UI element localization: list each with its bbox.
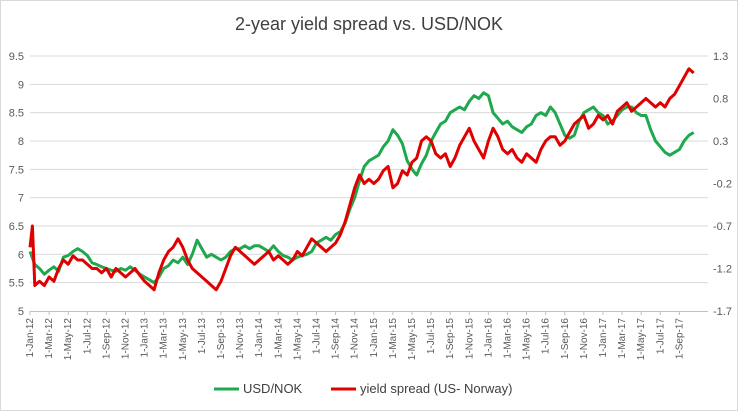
x-tick-label: 1-Mar-15 bbox=[388, 318, 399, 359]
x-tick-label: 1-May-16 bbox=[522, 318, 533, 361]
x-tick-label: 1-Sep-13 bbox=[216, 318, 227, 360]
x-tick-label: 1-Sep-12 bbox=[101, 318, 112, 360]
left-tick-label: 5.5 bbox=[9, 278, 24, 290]
x-tick-label: 1-Jan-17 bbox=[598, 318, 609, 358]
left-tick-label: 7.5 bbox=[9, 164, 24, 176]
right-tick-label: -1.7 bbox=[713, 306, 732, 318]
right-tick-label: 0.8 bbox=[713, 94, 728, 106]
x-tick-label: 1-Jan-16 bbox=[483, 318, 494, 358]
x-tick-label: 1-Jan-13 bbox=[140, 318, 151, 358]
series-line-yield-spread bbox=[28, 67, 695, 292]
x-tick-label: 1-Jul-15 bbox=[426, 318, 437, 355]
left-tick-label: 6 bbox=[18, 249, 24, 261]
x-tick-label: 1-May-15 bbox=[407, 318, 418, 361]
series-lines bbox=[28, 67, 695, 292]
x-tick-label: 1-Mar-13 bbox=[159, 318, 170, 359]
right-tick-label: 0.3 bbox=[713, 136, 728, 148]
x-axis-ticks: 1-Jan-12 1-Mar-12 1-May-12 1-Jul-12 1-Sep-12… bbox=[25, 311, 685, 360]
x-tick-label: 1-Nov-13 bbox=[235, 318, 246, 360]
left-axis-ticks: 5 5.5 6 6.5 7 7.5 8 8.5 9 9.5 bbox=[9, 51, 24, 318]
legend: USD/NOK yield spread (US- Norway) bbox=[214, 381, 512, 396]
left-tick-label: 8 bbox=[18, 136, 24, 148]
x-tick-label: 1-Jul-12 bbox=[82, 318, 93, 355]
left-tick-label: 7 bbox=[18, 193, 24, 205]
left-tick-label: 5 bbox=[18, 306, 24, 318]
x-tick-label: 1-Mar-14 bbox=[273, 318, 284, 359]
x-tick-label: 1-Sep-17 bbox=[674, 318, 685, 360]
left-tick-label: 8.5 bbox=[9, 108, 24, 120]
left-tick-label: 6.5 bbox=[9, 221, 24, 233]
x-tick-label: 1-Nov-12 bbox=[120, 318, 131, 360]
right-axis-ticks: -1.7 -1.2 -0.7 -0.2 0.3 0.8 1.3 bbox=[713, 51, 732, 318]
x-tick-label: 1-Nov-16 bbox=[579, 318, 590, 360]
x-tick-label: 1-Mar-12 bbox=[44, 318, 55, 359]
gridlines bbox=[30, 55, 708, 284]
x-tick-label: 1-Jan-15 bbox=[369, 318, 380, 358]
x-tick-label: 1-Jul-17 bbox=[655, 318, 666, 355]
x-tick-label: 1-Nov-15 bbox=[464, 318, 475, 360]
left-tick-label: 9 bbox=[18, 79, 24, 91]
x-tick-label: 1-May-14 bbox=[292, 318, 303, 361]
x-tick-label: 1-Sep-15 bbox=[445, 318, 456, 360]
x-tick-label: 1-May-17 bbox=[636, 318, 647, 361]
right-tick-label: -1.2 bbox=[713, 264, 732, 276]
x-tick-label: 1-Jul-13 bbox=[197, 318, 208, 355]
legend-label-yield-spread: yield spread (US- Norway) bbox=[360, 381, 512, 396]
x-tick-label: 1-Jul-16 bbox=[541, 318, 552, 355]
legend-label-usdnok: USD/NOK bbox=[243, 381, 303, 396]
x-tick-label: 1-Sep-16 bbox=[560, 318, 571, 360]
x-tick-label: 1-Sep-14 bbox=[331, 318, 342, 360]
x-tick-label: 1-Jan-12 bbox=[25, 318, 36, 358]
x-tick-label: 1-Jan-14 bbox=[254, 318, 265, 358]
x-tick-label: 1-Nov-14 bbox=[350, 318, 361, 360]
x-tick-label: 1-Mar-17 bbox=[617, 318, 628, 359]
right-tick-label: 1.3 bbox=[713, 51, 728, 63]
left-tick-label: 9.5 bbox=[9, 51, 24, 63]
right-tick-label: -0.7 bbox=[713, 221, 732, 233]
x-tick-label: 1-Jul-14 bbox=[311, 318, 322, 355]
x-tick-label: 1-May-12 bbox=[63, 318, 74, 361]
chart-title: 2-year yield spread vs. USD/NOK bbox=[235, 14, 503, 34]
x-tick-label: 1-Mar-16 bbox=[502, 318, 513, 359]
right-tick-label: -0.2 bbox=[713, 179, 732, 191]
x-tick-label: 1-May-13 bbox=[178, 318, 189, 361]
